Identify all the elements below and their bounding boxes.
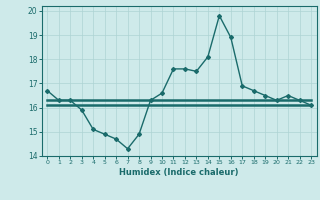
X-axis label: Humidex (Indice chaleur): Humidex (Indice chaleur)	[119, 168, 239, 177]
